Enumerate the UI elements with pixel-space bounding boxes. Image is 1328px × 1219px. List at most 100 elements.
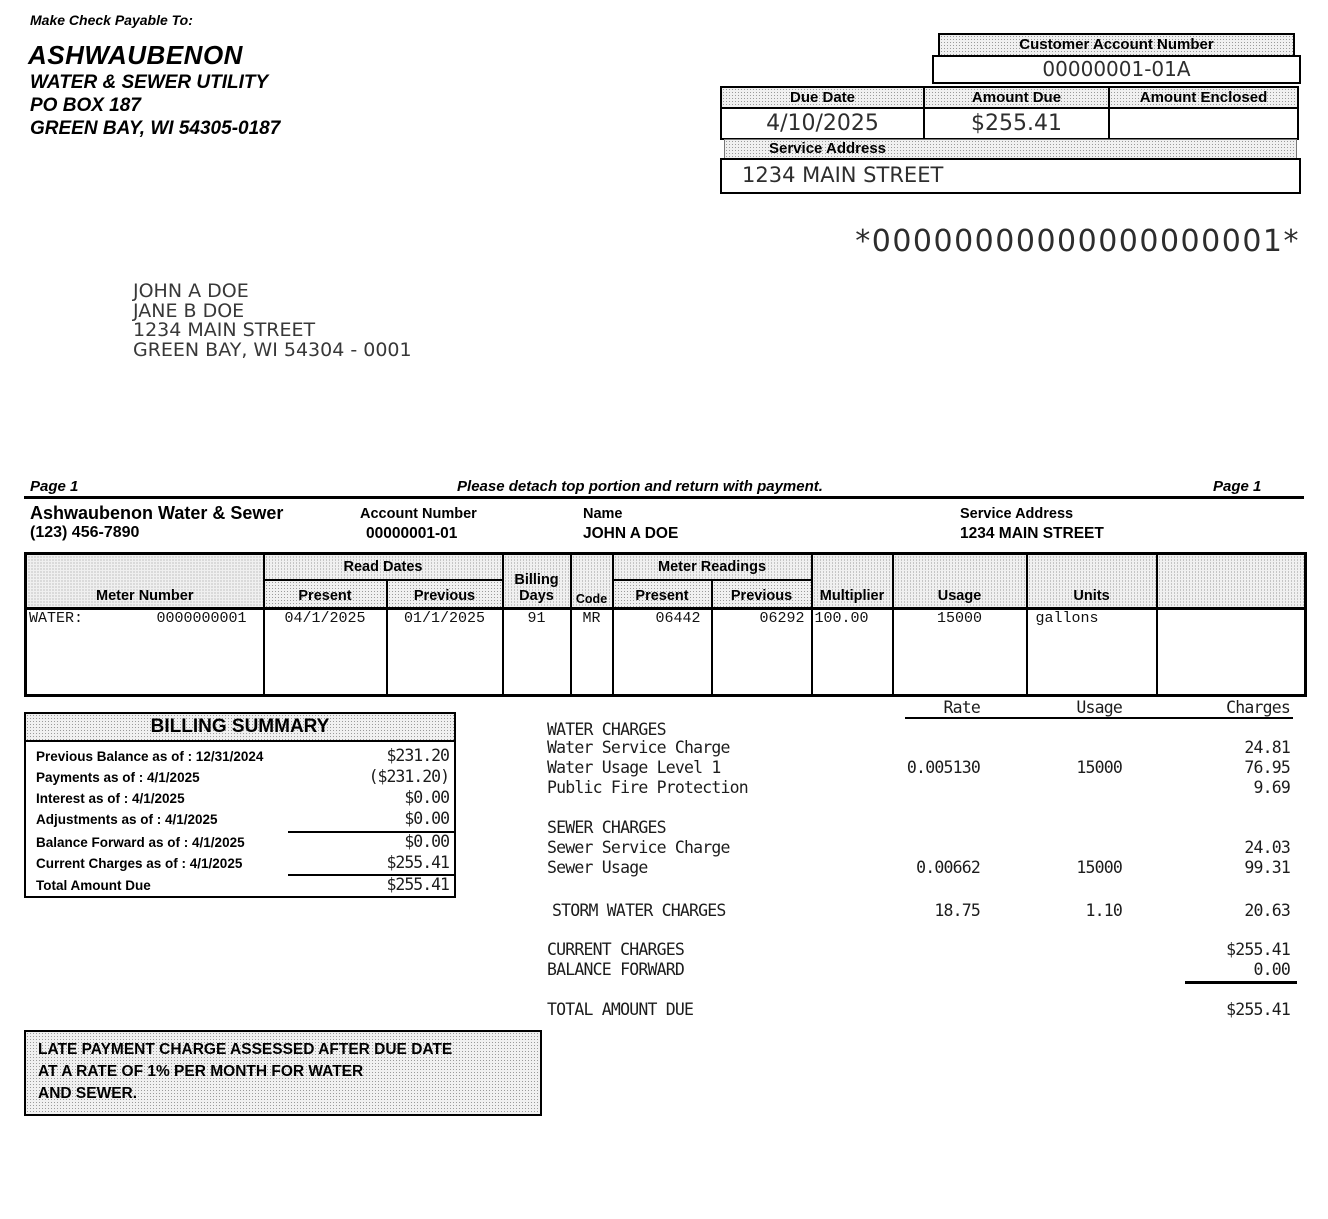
account-number-value: 00000001-01 <box>366 525 458 542</box>
charge-amount: $255.41 <box>1226 940 1291 959</box>
col-units: Units <box>1025 552 1158 610</box>
usage-value: 15000 <box>891 608 1028 630</box>
meter-reading-previous: 06292 <box>710 608 813 630</box>
read-code: MR <box>569 608 614 630</box>
charge-row: Sewer Usage 0.00662 15000 99.31 <box>540 858 1297 878</box>
col-blank <box>1155 552 1307 610</box>
charge-usage: 15000 <box>1076 858 1122 877</box>
charges-header-row: Rate Usage Charges <box>540 698 1297 718</box>
bill-service-address-label: Service Address <box>960 506 1074 522</box>
charge-rate: 18.75 <box>934 901 980 920</box>
charge-amount: 20.63 <box>1244 901 1290 920</box>
total-amount-due-row: TOTAL AMOUNT DUE $255.41 <box>540 1000 1297 1020</box>
utility-dept: WATER & SEWER UTILITY <box>30 72 269 93</box>
charge-label: Sewer Usage <box>547 858 648 877</box>
charge-usage: 1.10 <box>1085 901 1122 920</box>
charge-row: Public Fire Protection 9.69 <box>540 778 1297 798</box>
summary-label: Previous Balance as of : 12/31/2024 <box>36 749 264 764</box>
customer-name-value: JOHN A DOE <box>583 525 679 542</box>
billing-word: Billing <box>514 572 559 588</box>
charge-amount: 76.95 <box>1244 758 1290 777</box>
page-number-right: Page 1 <box>1213 478 1262 495</box>
charge-amount: 0.00 <box>1253 960 1290 979</box>
service-address-box: 1234 MAIN STREET <box>720 158 1301 194</box>
col-code: Code <box>569 552 614 610</box>
water-section-header: WATER CHARGES <box>540 720 1297 740</box>
meter-row: WATER: 0000000001 04/1/2025 01/1/2025 91… <box>24 608 1307 630</box>
summary-label: Total Amount Due <box>36 878 151 893</box>
col-reading-previous: Previous <box>710 579 813 610</box>
charges-header: Charges <box>1226 698 1291 717</box>
charge-label: CURRENT CHARGES <box>547 940 685 959</box>
charge-label: Water Service Charge <box>547 738 730 757</box>
section-title: WATER CHARGES <box>547 720 667 739</box>
balance-forward-rule <box>1185 981 1297 984</box>
summary-value: $255.41 <box>386 853 450 872</box>
read-date-previous: 01/1/2025 <box>385 608 504 630</box>
charge-amount: 99.31 <box>1244 858 1290 877</box>
charge-label: BALANCE FORWARD <box>547 960 685 979</box>
mailing-address-line: JANE B DOE <box>133 299 245 322</box>
charge-label: STORM WATER CHARGES <box>552 901 726 920</box>
col-usage: Usage <box>891 552 1028 610</box>
current-charges-row: CURRENT CHARGES $255.41 <box>540 940 1297 960</box>
mailing-address-line: 1234 MAIN STREET <box>133 319 316 341</box>
late-notice-line: AT A RATE OF 1% PER MONTH FOR WATER <box>38 1063 364 1080</box>
summary-subtotal-rule <box>288 831 454 833</box>
meter-readings-table: Meter Number Read Dates Billing Days Cod… <box>24 552 1308 697</box>
mailing-address-line: GREEN BAY, WI 54304 - 0001 <box>133 338 412 361</box>
multiplier-value: 100.00 <box>810 608 894 630</box>
summary-row: Balance Forward as of : 4/1/2025 $0.00 <box>26 832 454 853</box>
col-meter-number: Meter Number <box>24 552 265 610</box>
summary-value: $0.00 <box>404 832 450 851</box>
rate-header: Rate <box>943 698 980 717</box>
charge-row: Sewer Service Charge 24.03 <box>540 838 1297 858</box>
service-address-value: 1234 MAIN STREET <box>742 163 944 187</box>
charge-row: Water Service Charge 24.81 <box>540 738 1297 758</box>
usage-header: Usage <box>1076 698 1122 717</box>
utility-city-state-zip: GREEN BAY, WI 54305-0187 <box>30 118 281 139</box>
charge-amount: 24.81 <box>1244 738 1290 757</box>
billing-days-value: 91 <box>501 608 572 630</box>
charge-usage: 15000 <box>1076 758 1122 777</box>
customer-account-number-value: 00000001-01A <box>932 55 1301 84</box>
charge-label: Sewer Service Charge <box>547 838 730 857</box>
late-notice-line: LATE PAYMENT CHARGE ASSESSED AFTER DUE D… <box>38 1041 453 1058</box>
summary-label: Current Charges as of : 4/1/2025 <box>36 856 243 871</box>
col-billing-days: Billing Days <box>501 552 572 610</box>
customer-account-number-label: Customer Account Number <box>938 33 1295 57</box>
summary-value: ($231.20) <box>368 767 450 786</box>
col-multiplier: Multiplier <box>810 552 894 610</box>
charges-header-rule <box>905 717 1293 719</box>
payment-stub-table: Due Date Amount Due Amount Enclosed 4/10… <box>720 86 1299 140</box>
bill-service-address-value: 1234 MAIN STREET <box>960 525 1104 542</box>
meter-table-filler <box>24 630 1307 696</box>
amount-due-value: $255.41 <box>923 107 1110 140</box>
summary-value: $0.00 <box>404 809 450 828</box>
bill-utility-name: Ashwaubenon Water & Sewer <box>30 503 284 523</box>
summary-total-rule <box>288 874 454 876</box>
summary-label: Payments as of : 4/1/2025 <box>36 770 200 785</box>
summary-label: Adjustments as of : 4/1/2025 <box>36 812 218 827</box>
summary-label: Balance Forward as of : 4/1/2025 <box>36 835 245 850</box>
due-date-value: 4/10/2025 <box>720 107 925 140</box>
account-number-label: Account Number <box>360 506 477 522</box>
late-notice-line: AND SEWER. <box>38 1085 138 1102</box>
utility-po-box: PO BOX 187 <box>30 95 141 116</box>
account-scan-line: *00000000000000000001* <box>855 224 1300 259</box>
summary-label: Interest as of : 4/1/2025 <box>36 791 185 806</box>
summary-value: $0.00 <box>404 788 450 807</box>
meter-number: 0000000001 <box>156 610 247 627</box>
read-date-present: 04/1/2025 <box>262 608 388 630</box>
col-reading-present: Present <box>611 579 713 610</box>
col-group-read-dates: Read Dates <box>262 552 504 581</box>
charge-label: TOTAL AMOUNT DUE <box>547 1000 694 1019</box>
meter-type: WATER: <box>29 610 84 627</box>
summary-row: Interest as of : 4/1/2025 $0.00 <box>26 788 454 809</box>
col-read-present: Present <box>262 579 388 610</box>
late-payment-notice: LATE PAYMENT CHARGE ASSESSED AFTER DUE D… <box>24 1030 542 1116</box>
amount-enclosed-label: Amount Enclosed <box>1108 86 1299 109</box>
service-address-label: Service Address <box>769 140 887 157</box>
units-value: gallons <box>1025 608 1158 630</box>
